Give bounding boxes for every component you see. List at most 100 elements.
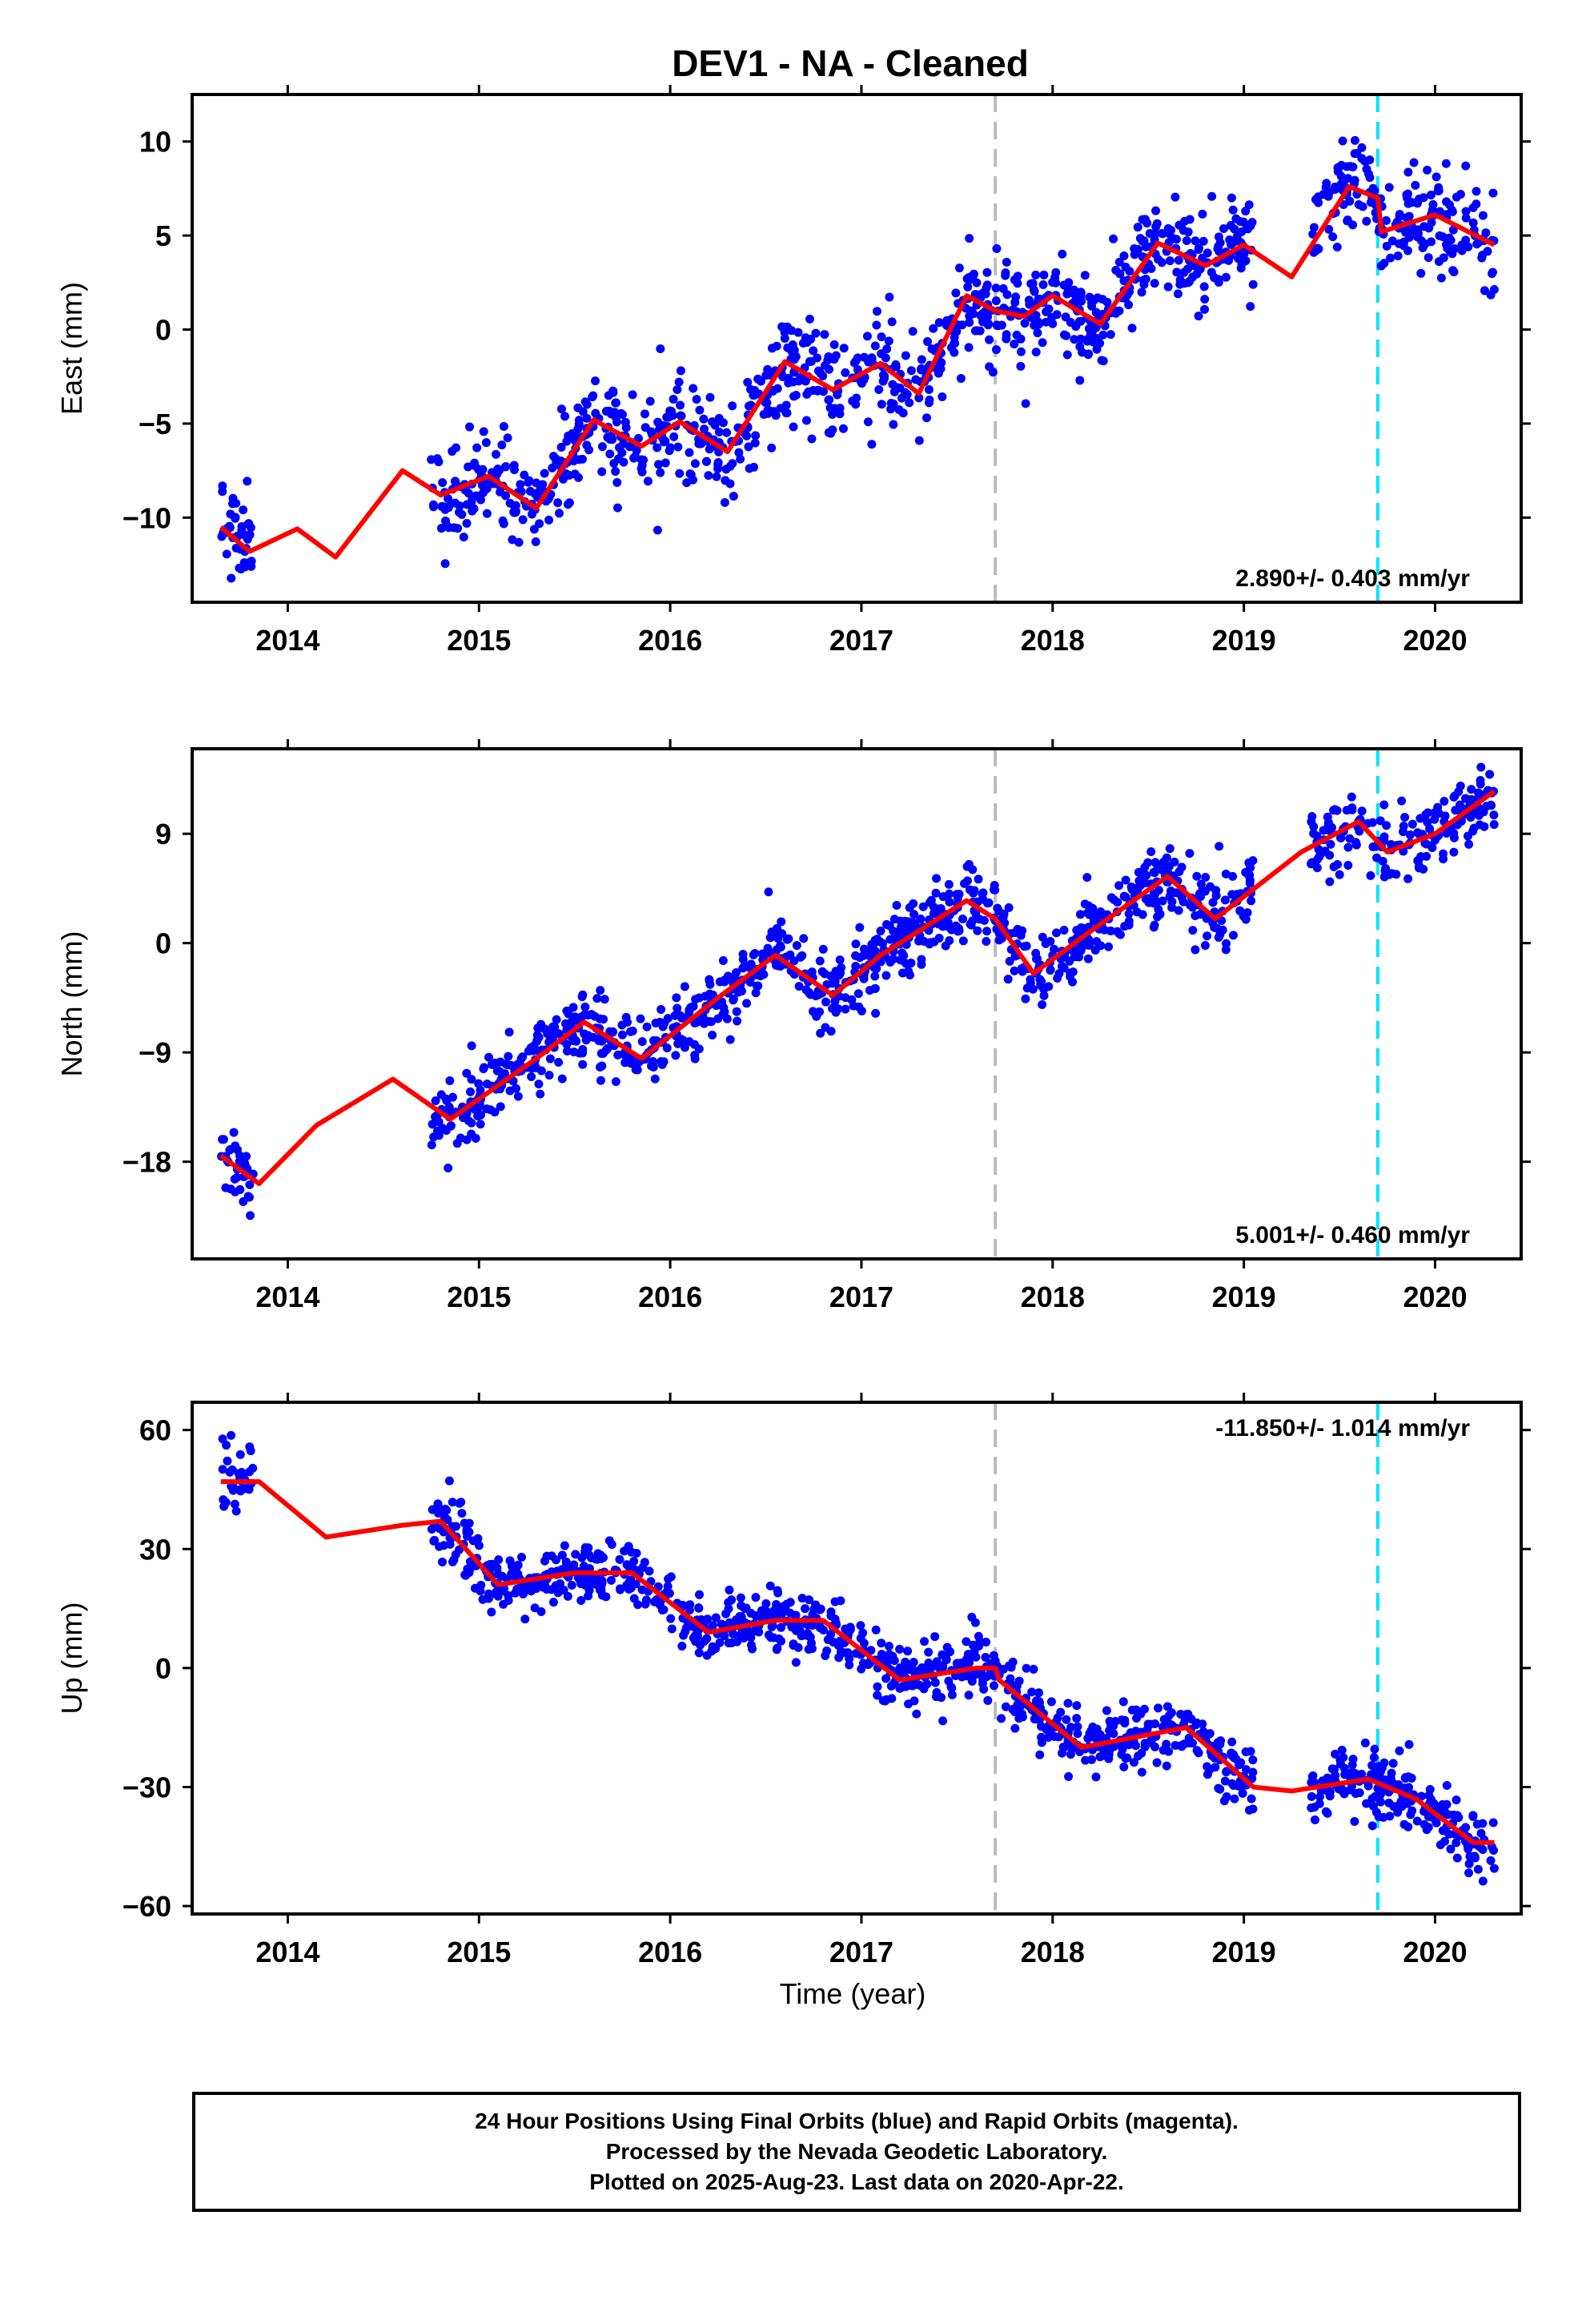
data-point (1446, 1844, 1456, 1854)
data-point (1001, 271, 1010, 280)
data-point (640, 1599, 650, 1609)
data-point (780, 328, 789, 337)
data-point (655, 1017, 665, 1027)
data-point (677, 1642, 687, 1651)
data-point (611, 1077, 620, 1087)
data-point (656, 468, 665, 477)
data-point (1389, 1802, 1399, 1811)
data-point (1215, 842, 1224, 851)
data-point (1371, 1767, 1380, 1777)
data-point (582, 413, 592, 423)
data-point (1086, 299, 1096, 308)
data-point (805, 1595, 814, 1605)
data-point (562, 1039, 572, 1049)
data-point (896, 916, 905, 926)
data-point (239, 505, 248, 515)
data-point (451, 476, 460, 486)
data-point (1105, 1716, 1114, 1726)
data-point (925, 1665, 934, 1675)
data-point (694, 1603, 704, 1613)
data-point (1010, 340, 1019, 349)
data-point (1444, 233, 1454, 243)
data-point (1375, 816, 1385, 826)
data-point (499, 519, 508, 529)
data-point (1467, 785, 1476, 794)
data-point (460, 1518, 469, 1528)
data-point (596, 1581, 606, 1590)
data-point (230, 1499, 239, 1509)
data-point (1358, 202, 1367, 211)
data-point (938, 1661, 948, 1671)
data-point (1478, 251, 1488, 260)
data-point (952, 890, 962, 899)
data-point (1452, 1795, 1461, 1805)
data-point (219, 1502, 229, 1511)
data-point (1018, 926, 1027, 935)
data-point (1332, 806, 1342, 815)
data-point (580, 1002, 590, 1011)
data-point (1083, 350, 1093, 360)
data-point (1312, 863, 1322, 873)
data-point (1412, 1816, 1422, 1826)
data-point (557, 1550, 567, 1560)
data-point (1463, 831, 1472, 841)
data-point (466, 1087, 476, 1096)
data-point (877, 400, 886, 409)
data-point (1347, 792, 1356, 802)
data-point (504, 1027, 514, 1037)
data-point (1165, 1711, 1174, 1720)
data-point (666, 406, 676, 416)
data-point (1350, 1816, 1359, 1826)
data-point (500, 462, 510, 472)
data-point (1215, 238, 1225, 247)
data-point (968, 1651, 978, 1660)
data-point (691, 995, 701, 1004)
data-point (1244, 1805, 1254, 1815)
data-point (1041, 939, 1050, 948)
data-point (675, 468, 685, 478)
y-tick-label: −5 (139, 408, 171, 440)
data-point (909, 910, 919, 919)
data-point (744, 442, 753, 452)
data-point (918, 902, 928, 911)
data-point (1095, 1752, 1105, 1762)
data-point (567, 1017, 576, 1027)
data-point (680, 982, 689, 991)
data-point (1083, 1734, 1093, 1743)
data-point (598, 1048, 608, 1058)
data-point (1185, 215, 1195, 224)
data-point (1041, 317, 1050, 327)
data-point (434, 1117, 444, 1127)
y-tick-label: 9 (155, 818, 171, 850)
data-point (859, 1638, 869, 1648)
data-point (776, 962, 785, 971)
data-point (932, 874, 942, 883)
data-point (1328, 232, 1338, 242)
data-point (969, 269, 978, 279)
data-point (942, 316, 952, 325)
data-point (708, 1031, 717, 1040)
data-point (1422, 851, 1431, 861)
data-point (1362, 1799, 1371, 1808)
data-point (225, 1467, 235, 1477)
data-point (945, 897, 954, 907)
data-point (449, 1555, 459, 1565)
data-point (1453, 805, 1463, 814)
data-point (482, 509, 492, 518)
data-point (793, 1642, 803, 1652)
data-point (673, 1039, 683, 1048)
data-point (700, 424, 709, 434)
data-point (665, 1589, 674, 1598)
data-point (801, 416, 811, 425)
data-point (784, 934, 793, 943)
data-point (654, 460, 664, 469)
data-point (1378, 1763, 1387, 1772)
data-point (1004, 1661, 1014, 1671)
data-point (1375, 1797, 1385, 1807)
x-tick-label: 2015 (447, 1936, 511, 1968)
data-point (1072, 1701, 1082, 1711)
data-point (671, 1051, 681, 1060)
data-point (637, 1037, 647, 1047)
data-point (601, 1592, 611, 1602)
data-point (240, 1159, 250, 1168)
